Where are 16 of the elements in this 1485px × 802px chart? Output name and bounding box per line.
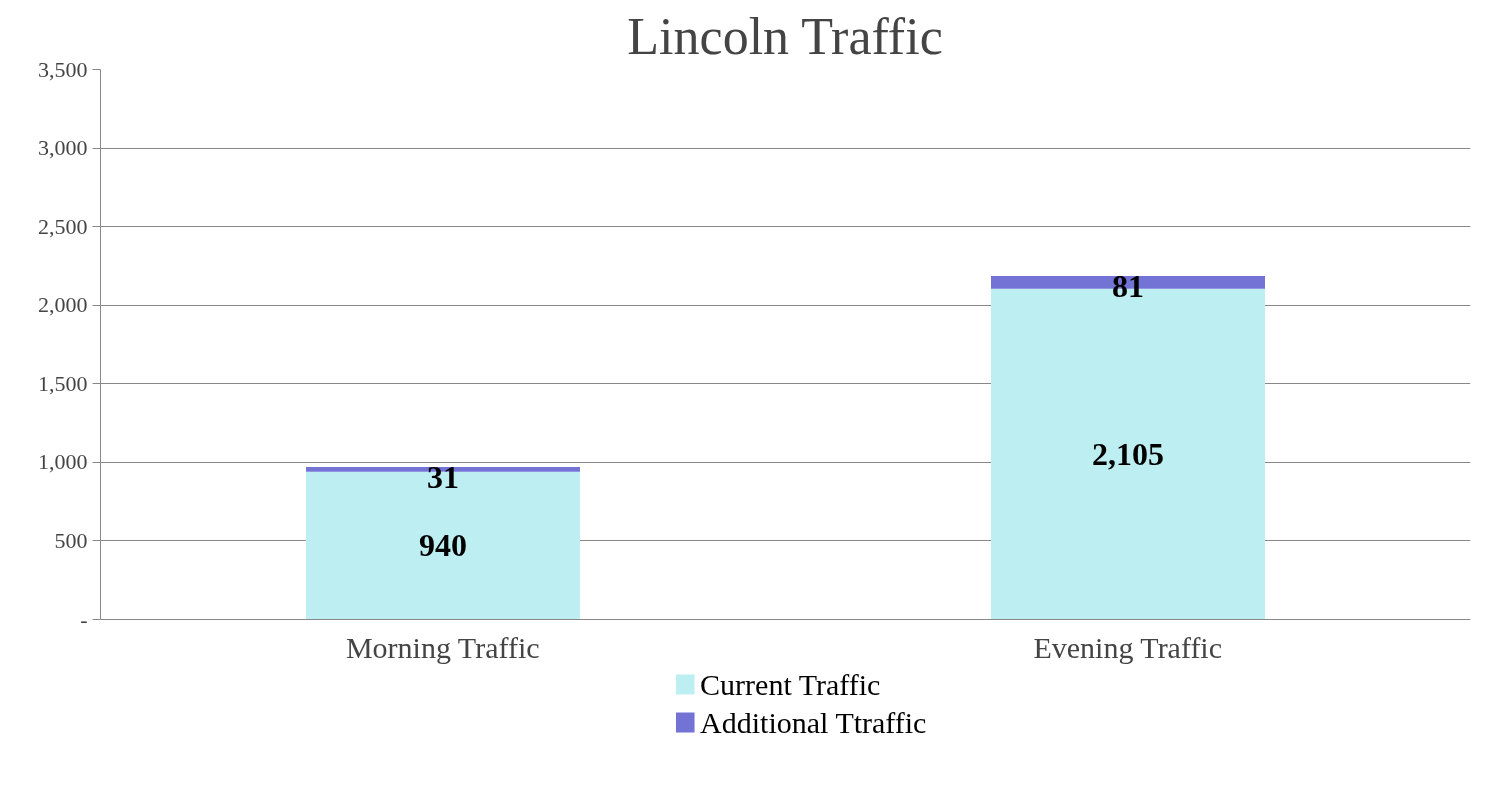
y-tick-label: 2,000 (38, 292, 88, 318)
chart-title: Lincoln Traffic (627, 7, 943, 65)
data-label: 31 (427, 458, 459, 495)
y-tick-label: 2,500 (38, 213, 88, 239)
data-label: 940 (419, 527, 467, 564)
y-tick-label: 3,000 (38, 135, 88, 161)
y-tick-label: 3,500 (38, 56, 88, 82)
y-tick-label: 1,000 (38, 449, 88, 475)
legend-label: Additional Ttraffic (700, 706, 927, 739)
y-tick-label: 500 (54, 527, 88, 553)
y-tick-label: 1,500 (38, 370, 88, 396)
x-tick-label: Evening Traffic (1033, 630, 1223, 664)
data-label: 2,105 (1092, 435, 1164, 472)
y-tick-label: - (80, 606, 88, 632)
legend-label: Current Traffic (700, 668, 881, 701)
x-tick-label: Morning Traffic (345, 630, 540, 664)
